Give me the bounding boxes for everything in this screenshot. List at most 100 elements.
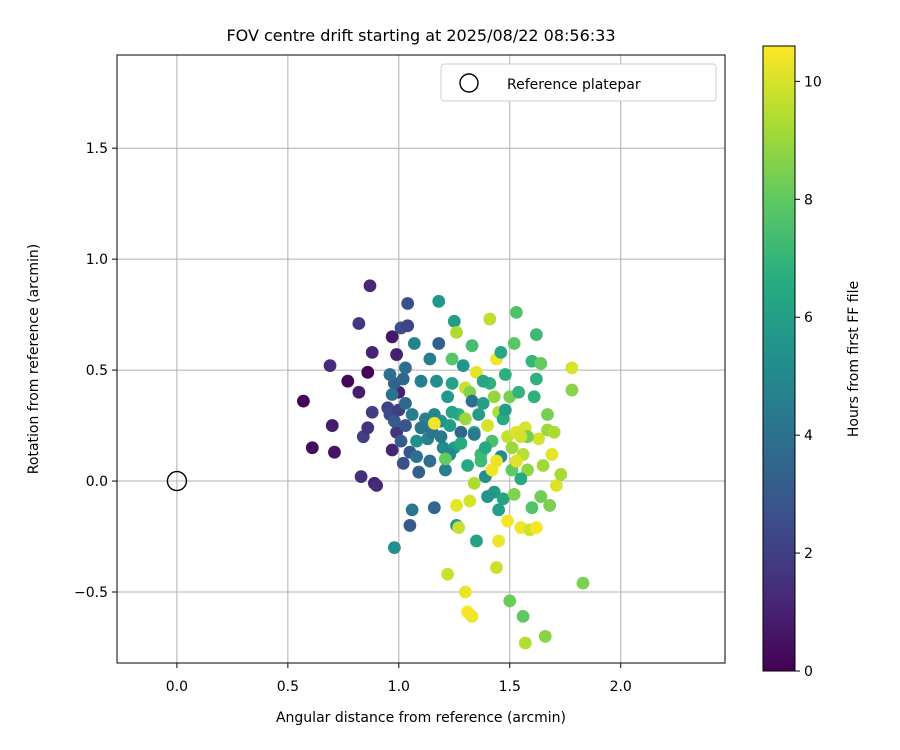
scatter-point	[385, 388, 399, 401]
scatter-point	[427, 501, 441, 515]
scatter-point	[541, 408, 554, 421]
scatter-point	[498, 368, 512, 381]
scatter-point	[534, 490, 548, 503]
legend-reference-marker	[459, 73, 479, 93]
scatter-point	[430, 374, 443, 388]
scatter-point	[405, 408, 419, 421]
y-tick-label: −0.5	[74, 585, 108, 601]
scatter-point	[445, 352, 459, 366]
scatter-point	[352, 317, 366, 330]
scatter-point	[492, 534, 506, 548]
scatter-point	[361, 421, 375, 435]
scatter-point	[545, 448, 559, 461]
scatter-point	[439, 452, 452, 466]
scatter-point	[465, 394, 479, 408]
scatter-point	[387, 414, 401, 428]
scatter-point	[476, 374, 490, 388]
scatter-point	[510, 306, 523, 319]
scatter-point	[474, 454, 488, 468]
legend-label: Reference platepar	[507, 77, 641, 93]
scatter-point	[405, 503, 419, 517]
scatter-point	[514, 430, 528, 444]
scatter-point	[492, 503, 506, 517]
scatter-point	[529, 372, 543, 386]
x-tick-label: 2.0	[610, 679, 632, 695]
scatter-point	[354, 470, 368, 484]
scatter-point	[407, 337, 421, 350]
scatter-point	[516, 610, 530, 623]
x-tick-label: 0.5	[277, 679, 299, 695]
chart-title: FOV centre drift starting at 2025/08/22 …	[226, 26, 615, 45]
scatter-point	[423, 352, 437, 366]
colorbar-tick-label: 0	[804, 664, 813, 680]
scatter-point	[483, 312, 497, 326]
scatter-point	[576, 576, 590, 590]
scatter-point	[434, 430, 448, 444]
y-tick-label: 1.5	[86, 141, 108, 157]
y-axis-label: Rotation from reference (arcmin)	[26, 244, 42, 474]
x-axis-ticks: 0.0 0.5 1.0 1.5 2.0	[166, 663, 632, 695]
scatter-point	[305, 441, 319, 455]
scatter-point	[432, 337, 446, 350]
colorbar-gradient	[762, 45, 796, 672]
scatter-point	[494, 345, 508, 359]
scatter-point	[443, 419, 457, 432]
scatter-point	[507, 487, 521, 501]
scatter-point	[476, 396, 490, 410]
scatter-point	[328, 445, 341, 459]
reference-marker-layer	[166, 470, 188, 492]
scatter-point	[370, 479, 384, 492]
scatter-point	[452, 521, 466, 535]
scatter-point	[458, 412, 472, 426]
scatter-point	[529, 328, 543, 341]
scatter-point	[481, 490, 494, 503]
scatter-point	[414, 421, 428, 435]
scatter-point	[529, 521, 543, 535]
colorbar-label: Hours from first FF file	[846, 281, 862, 437]
scatter-point	[454, 436, 468, 450]
y-tick-label: 0.0	[86, 474, 108, 490]
scatter-point	[465, 339, 479, 353]
scatter-point	[456, 359, 470, 373]
scatter-point	[507, 337, 521, 350]
scatter-point	[396, 456, 410, 470]
scatter-point	[565, 383, 579, 397]
scatter-point	[445, 377, 459, 390]
scatter-point	[385, 443, 399, 457]
scatter-point	[454, 425, 468, 439]
scatter-point	[527, 390, 541, 404]
scatter-point	[534, 357, 548, 370]
scatter-point	[390, 348, 403, 361]
scatter-point	[410, 434, 423, 448]
scatter-point	[536, 459, 550, 472]
scatter-point	[538, 629, 552, 643]
scatter-point	[458, 585, 472, 599]
x-tick-label: 1.0	[388, 679, 410, 695]
scatter-point	[525, 501, 539, 515]
plot-area-frame	[116, 54, 726, 664]
legend-box	[440, 63, 717, 102]
scatter-point	[365, 405, 379, 419]
scatter-point	[323, 359, 337, 373]
scatter-point	[441, 567, 455, 581]
y-axis-ticks: −0.5 0.0 0.5 1.0 1.5	[74, 141, 117, 601]
scatter-point	[501, 514, 514, 528]
scatter-point	[498, 403, 512, 417]
scatter-point	[423, 454, 437, 468]
scatter-point	[565, 361, 579, 375]
scatter-point	[414, 374, 428, 388]
scatter-point	[296, 394, 310, 408]
scatter-point	[532, 432, 546, 446]
scatter-point	[401, 319, 415, 333]
reference-platepar-marker	[166, 470, 188, 492]
scatter-point	[467, 428, 481, 441]
scatter-point	[512, 385, 526, 399]
scatter-point	[490, 561, 503, 574]
scatter-point	[505, 441, 519, 455]
scatter-point	[518, 636, 532, 650]
colorbar-tick-label: 2	[804, 546, 813, 562]
legend: Reference platepar	[440, 63, 717, 102]
data-points	[296, 279, 590, 650]
scatter-point	[439, 463, 452, 477]
